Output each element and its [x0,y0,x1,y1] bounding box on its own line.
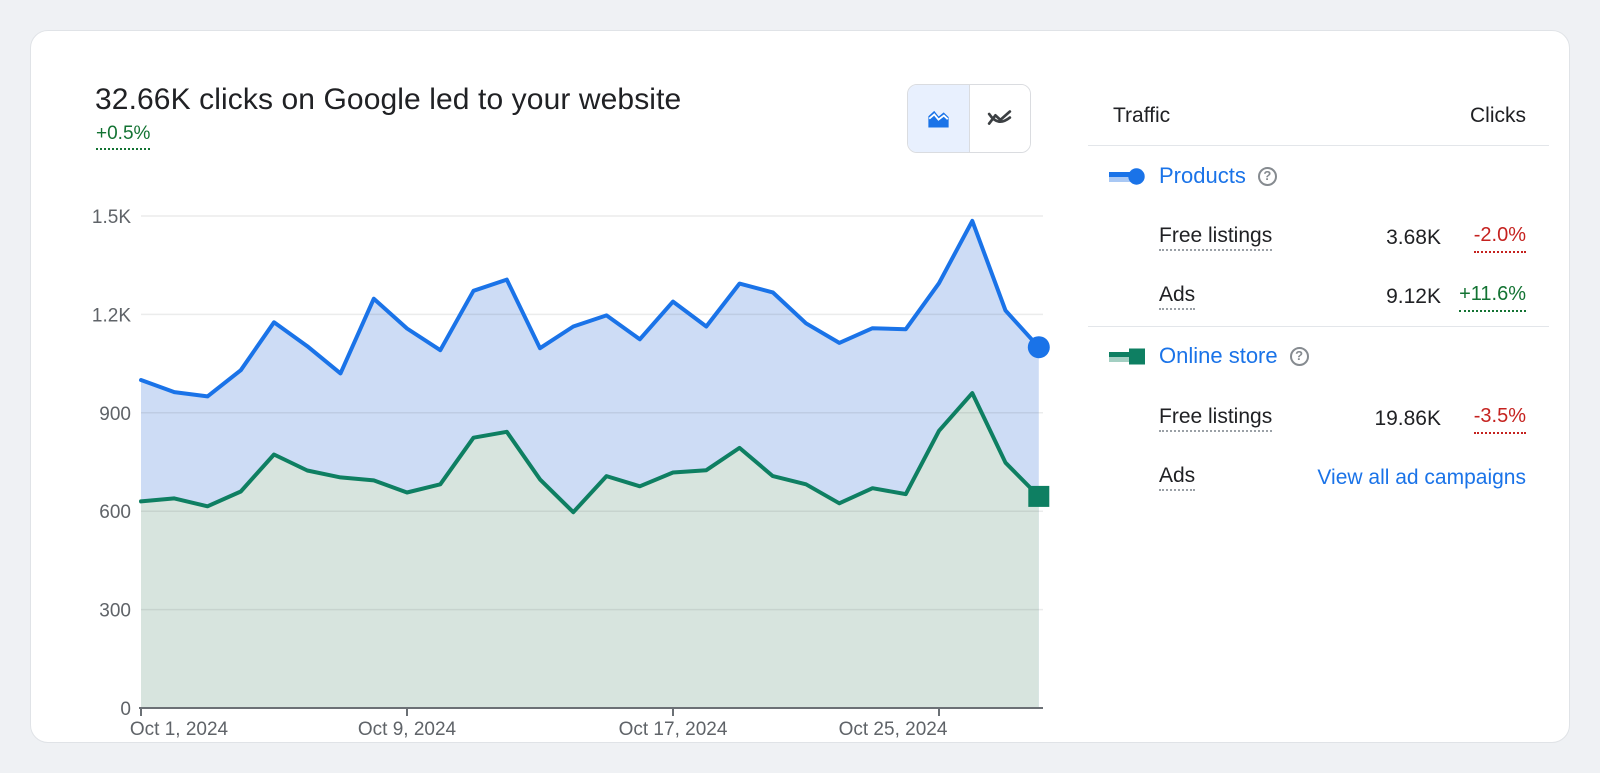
online-store-endpoint-marker [1028,485,1050,507]
y-tick-label: 0 [120,699,131,720]
traffic-panel: Traffic Clicks Products ? Free listings … [1088,91,1549,531]
table-row-online-store-ads: Ads View all ad campaigns [1088,463,1549,493]
x-tick-label: Oct 25, 2024 [839,719,948,740]
y-tick-label: 1.2K [92,305,131,326]
traffic-column-header: Traffic [1113,104,1171,127]
products-endpoint-marker [1027,336,1050,359]
x-tick-label: Oct 17, 2024 [619,719,728,740]
products-help-icon[interactable]: ? [1257,166,1277,186]
free-listings-label[interactable]: Free listings [1159,404,1273,432]
table-row-products-free-listings: Free listings 3.68K -2.0% [1088,223,1549,253]
free-listings-delta-badge[interactable]: -3.5% [1473,404,1526,434]
ads-label[interactable]: Ads [1159,463,1196,491]
clicks-overview-card: 32.66K clicks on Google led to your webs… [30,30,1570,743]
online-store-area-fill [141,393,1039,708]
products-series-marker-icon [1109,168,1145,185]
table-row-products-ads: Ads 9.12K +11.6% [1088,282,1549,312]
y-tick-label: 600 [99,502,131,523]
line-chart-icon [988,110,1012,125]
y-tick-label: 1.5K [92,207,131,228]
y-tick-label: 900 [99,404,131,425]
divider [1088,326,1549,327]
y-tick-label: 300 [99,601,131,622]
free-listings-value: 19.86K [1374,407,1441,430]
series-toggle-online-store[interactable]: Online store ? [1159,341,1309,371]
view-all-ad-campaigns-link[interactable]: View all ad campaigns [1317,466,1526,489]
series-toggle-products[interactable]: Products ? [1159,161,1277,191]
legend-group-products: Products ? [1088,161,1549,191]
traffic-area-chart[interactable]: 0 300 600 900 1.2K 1.5K Oct 1, 2024 Oct 9, 2024… [91,191,1066,749]
online-store-help-icon[interactable]: ? [1289,346,1309,366]
online-store-line [139,391,1041,515]
ads-delta-badge[interactable]: +11.6% [1459,282,1526,312]
online-store-label: Online store [1159,343,1278,368]
products-line [139,218,1041,399]
x-tick-label: Oct 9, 2024 [358,719,457,740]
area-chart-icon [928,110,949,128]
clicks-column-header: Clicks [1470,104,1526,127]
line-chart-toggle-button[interactable] [968,85,1030,152]
chart-type-toggle [907,84,1031,153]
table-row-online-store-free-listings: Free listings 19.86K -3.5% [1088,404,1549,434]
total-delta-badge[interactable]: +0.5% [96,123,151,150]
x-tick-label: Oct 1, 2024 [130,719,229,740]
divider [1088,145,1549,146]
products-label: Products [1159,163,1246,188]
legend-group-online-store: Online store ? [1088,341,1549,371]
online-store-series-marker-icon [1109,348,1145,365]
free-listings-label[interactable]: Free listings [1159,223,1273,251]
page-title: 32.66K clicks on Google led to your webs… [95,83,682,116]
free-listings-value: 3.68K [1386,226,1441,249]
panel-header-row: Traffic Clicks [1088,101,1549,131]
free-listings-delta-badge[interactable]: -2.0% [1473,223,1526,253]
ads-label[interactable]: Ads [1159,282,1196,310]
ads-value: 9.12K [1386,285,1441,308]
area-chart-toggle-button[interactable] [908,85,969,152]
